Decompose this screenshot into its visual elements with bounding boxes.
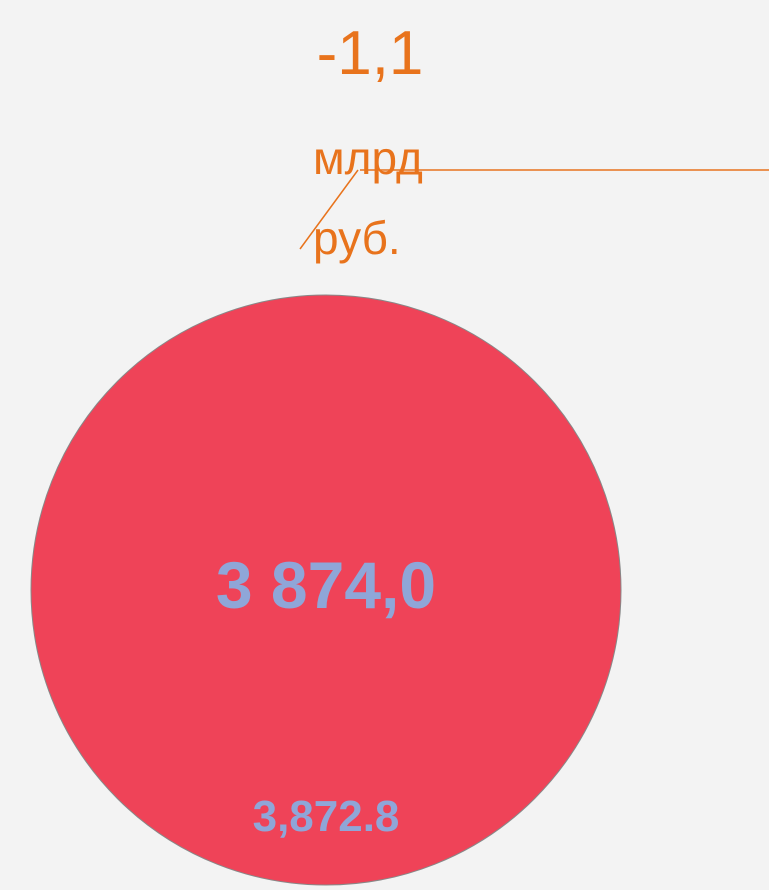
annotation-value: -1,1 [316,19,424,88]
annotation-unit: млрд руб. [313,132,423,264]
leader-line [299,169,359,250]
bubble-sublabel: 3,872.8 [252,792,400,841]
bubble-label: 3 874,0 [215,548,437,622]
bubble [30,294,622,886]
